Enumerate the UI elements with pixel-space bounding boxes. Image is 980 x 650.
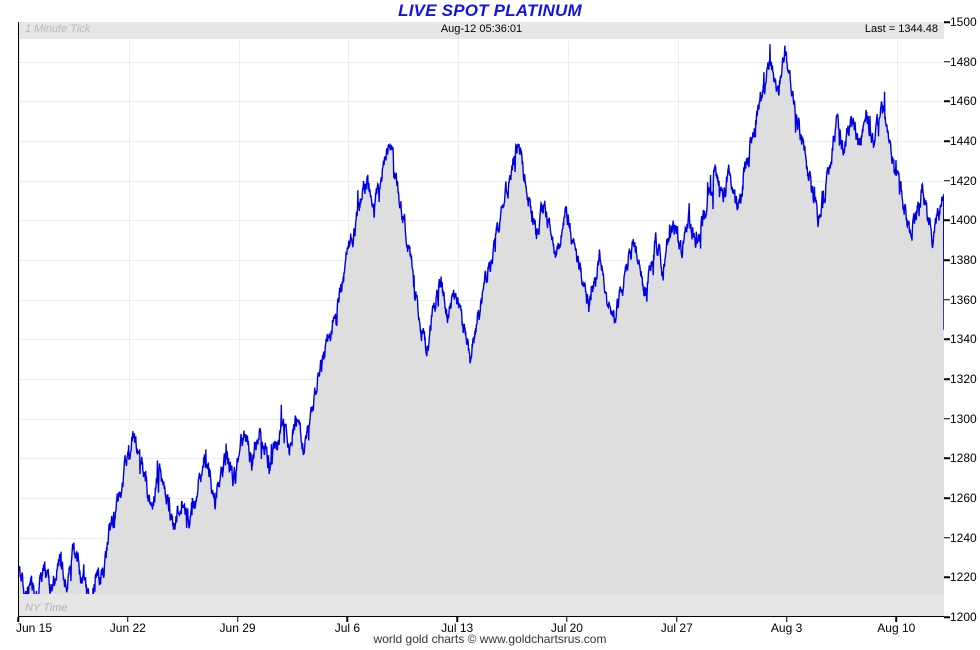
timezone-label: NY Time	[25, 602, 68, 614]
series-fill	[19, 44, 944, 616]
y-axis-label: 1420	[950, 173, 977, 188]
last-price-label: Last = 1344.48	[864, 23, 938, 35]
gridline-vertical	[19, 22, 20, 616]
x-axis-label: Aug 10	[877, 621, 916, 635]
x-axis-tick	[17, 617, 19, 622]
y-axis-label: 1260	[950, 491, 977, 505]
x-axis-tick	[127, 617, 129, 622]
tick-interval-label: 1 Minute Tick	[25, 23, 91, 35]
x-axis-tick	[346, 617, 349, 622]
gridline-horizontal	[19, 141, 944, 142]
y-axis-tick	[944, 100, 950, 103]
x-axis-label: Jun 29	[219, 621, 256, 635]
plot-inner: 1 Minute Tick Aug-12 05:36:01 Last = 134…	[19, 22, 944, 616]
gridline-horizontal	[19, 220, 944, 222]
plot-area[interactable]: 1 Minute Tick Aug-12 05:36:01 Last = 134…	[18, 22, 944, 617]
y-axis-label: 1400	[950, 213, 977, 228]
y-axis-tick	[944, 298, 950, 301]
gridline-horizontal	[19, 61, 944, 63]
timestamp-label: Aug-12 05:36:01	[440, 23, 523, 35]
y-axis-tick	[944, 60, 950, 63]
x-axis-tick	[456, 617, 458, 622]
gridline-vertical	[128, 22, 130, 616]
y-axis-label: 1240	[950, 530, 977, 545]
y-axis-tick	[944, 219, 950, 222]
x-axis-label: Jun 15	[15, 621, 53, 635]
y-axis-label: 1440	[950, 134, 977, 148]
x-axis-label: Jul 27	[660, 621, 693, 635]
y-axis-label: 1500	[950, 15, 977, 29]
gridline-horizontal	[19, 180, 944, 182]
x-axis-label: Jul 6	[334, 621, 361, 635]
chart-header-strip: 1 Minute Tick Aug-12 05:36:01 Last = 134…	[19, 22, 944, 39]
y-axis-tick	[944, 378, 950, 380]
gridline-horizontal	[19, 260, 944, 261]
y-axis-tick	[944, 497, 950, 499]
y-axis-tick	[944, 536, 950, 539]
y-axis-tick	[944, 417, 950, 420]
x-axis-label: Jul 13	[441, 621, 474, 635]
y-axis-label: 1460	[950, 94, 977, 109]
y-axis-label: 1480	[950, 54, 977, 69]
y-axis-label: 1380	[950, 253, 977, 267]
x-axis-tick	[676, 617, 678, 622]
y-axis-label: 1200	[950, 610, 977, 624]
x-axis-label: Aug 3	[770, 621, 803, 635]
y-axis-label: 1300	[950, 411, 977, 426]
page-title: LIVE SPOT PLATINUM	[398, 1, 582, 20]
y-axis-label: 1340	[950, 332, 977, 347]
y-axis-tick	[944, 140, 950, 142]
chart-footer-strip	[19, 594, 944, 616]
x-axis-tick	[785, 617, 788, 622]
y-axis-label: 1320	[950, 372, 977, 386]
y-axis-label: 1280	[950, 451, 977, 466]
x-axis-tick	[895, 617, 898, 622]
series-line	[19, 44, 944, 613]
y-axis-tick	[944, 576, 950, 579]
y-axis-label: 1220	[950, 570, 977, 585]
credit-footer: world gold charts © www.goldchartsrus.co…	[373, 632, 607, 646]
y-axis-label: 1360	[950, 292, 977, 307]
y-axis-tick	[944, 179, 950, 182]
x-axis-tick	[566, 617, 568, 622]
y-axis-tick	[944, 457, 950, 460]
x-axis-label: Jun 22	[109, 621, 146, 635]
y-axis-tick	[944, 259, 950, 261]
gridline-vertical	[238, 22, 240, 616]
x-axis-tick	[236, 617, 239, 622]
x-axis-label: Jul 20	[550, 621, 583, 635]
y-axis-tick	[944, 338, 950, 341]
y-axis-tick	[944, 21, 950, 23]
y-axis-tick	[944, 616, 950, 618]
price-series	[19, 44, 944, 616]
gridline-horizontal	[19, 101, 944, 103]
